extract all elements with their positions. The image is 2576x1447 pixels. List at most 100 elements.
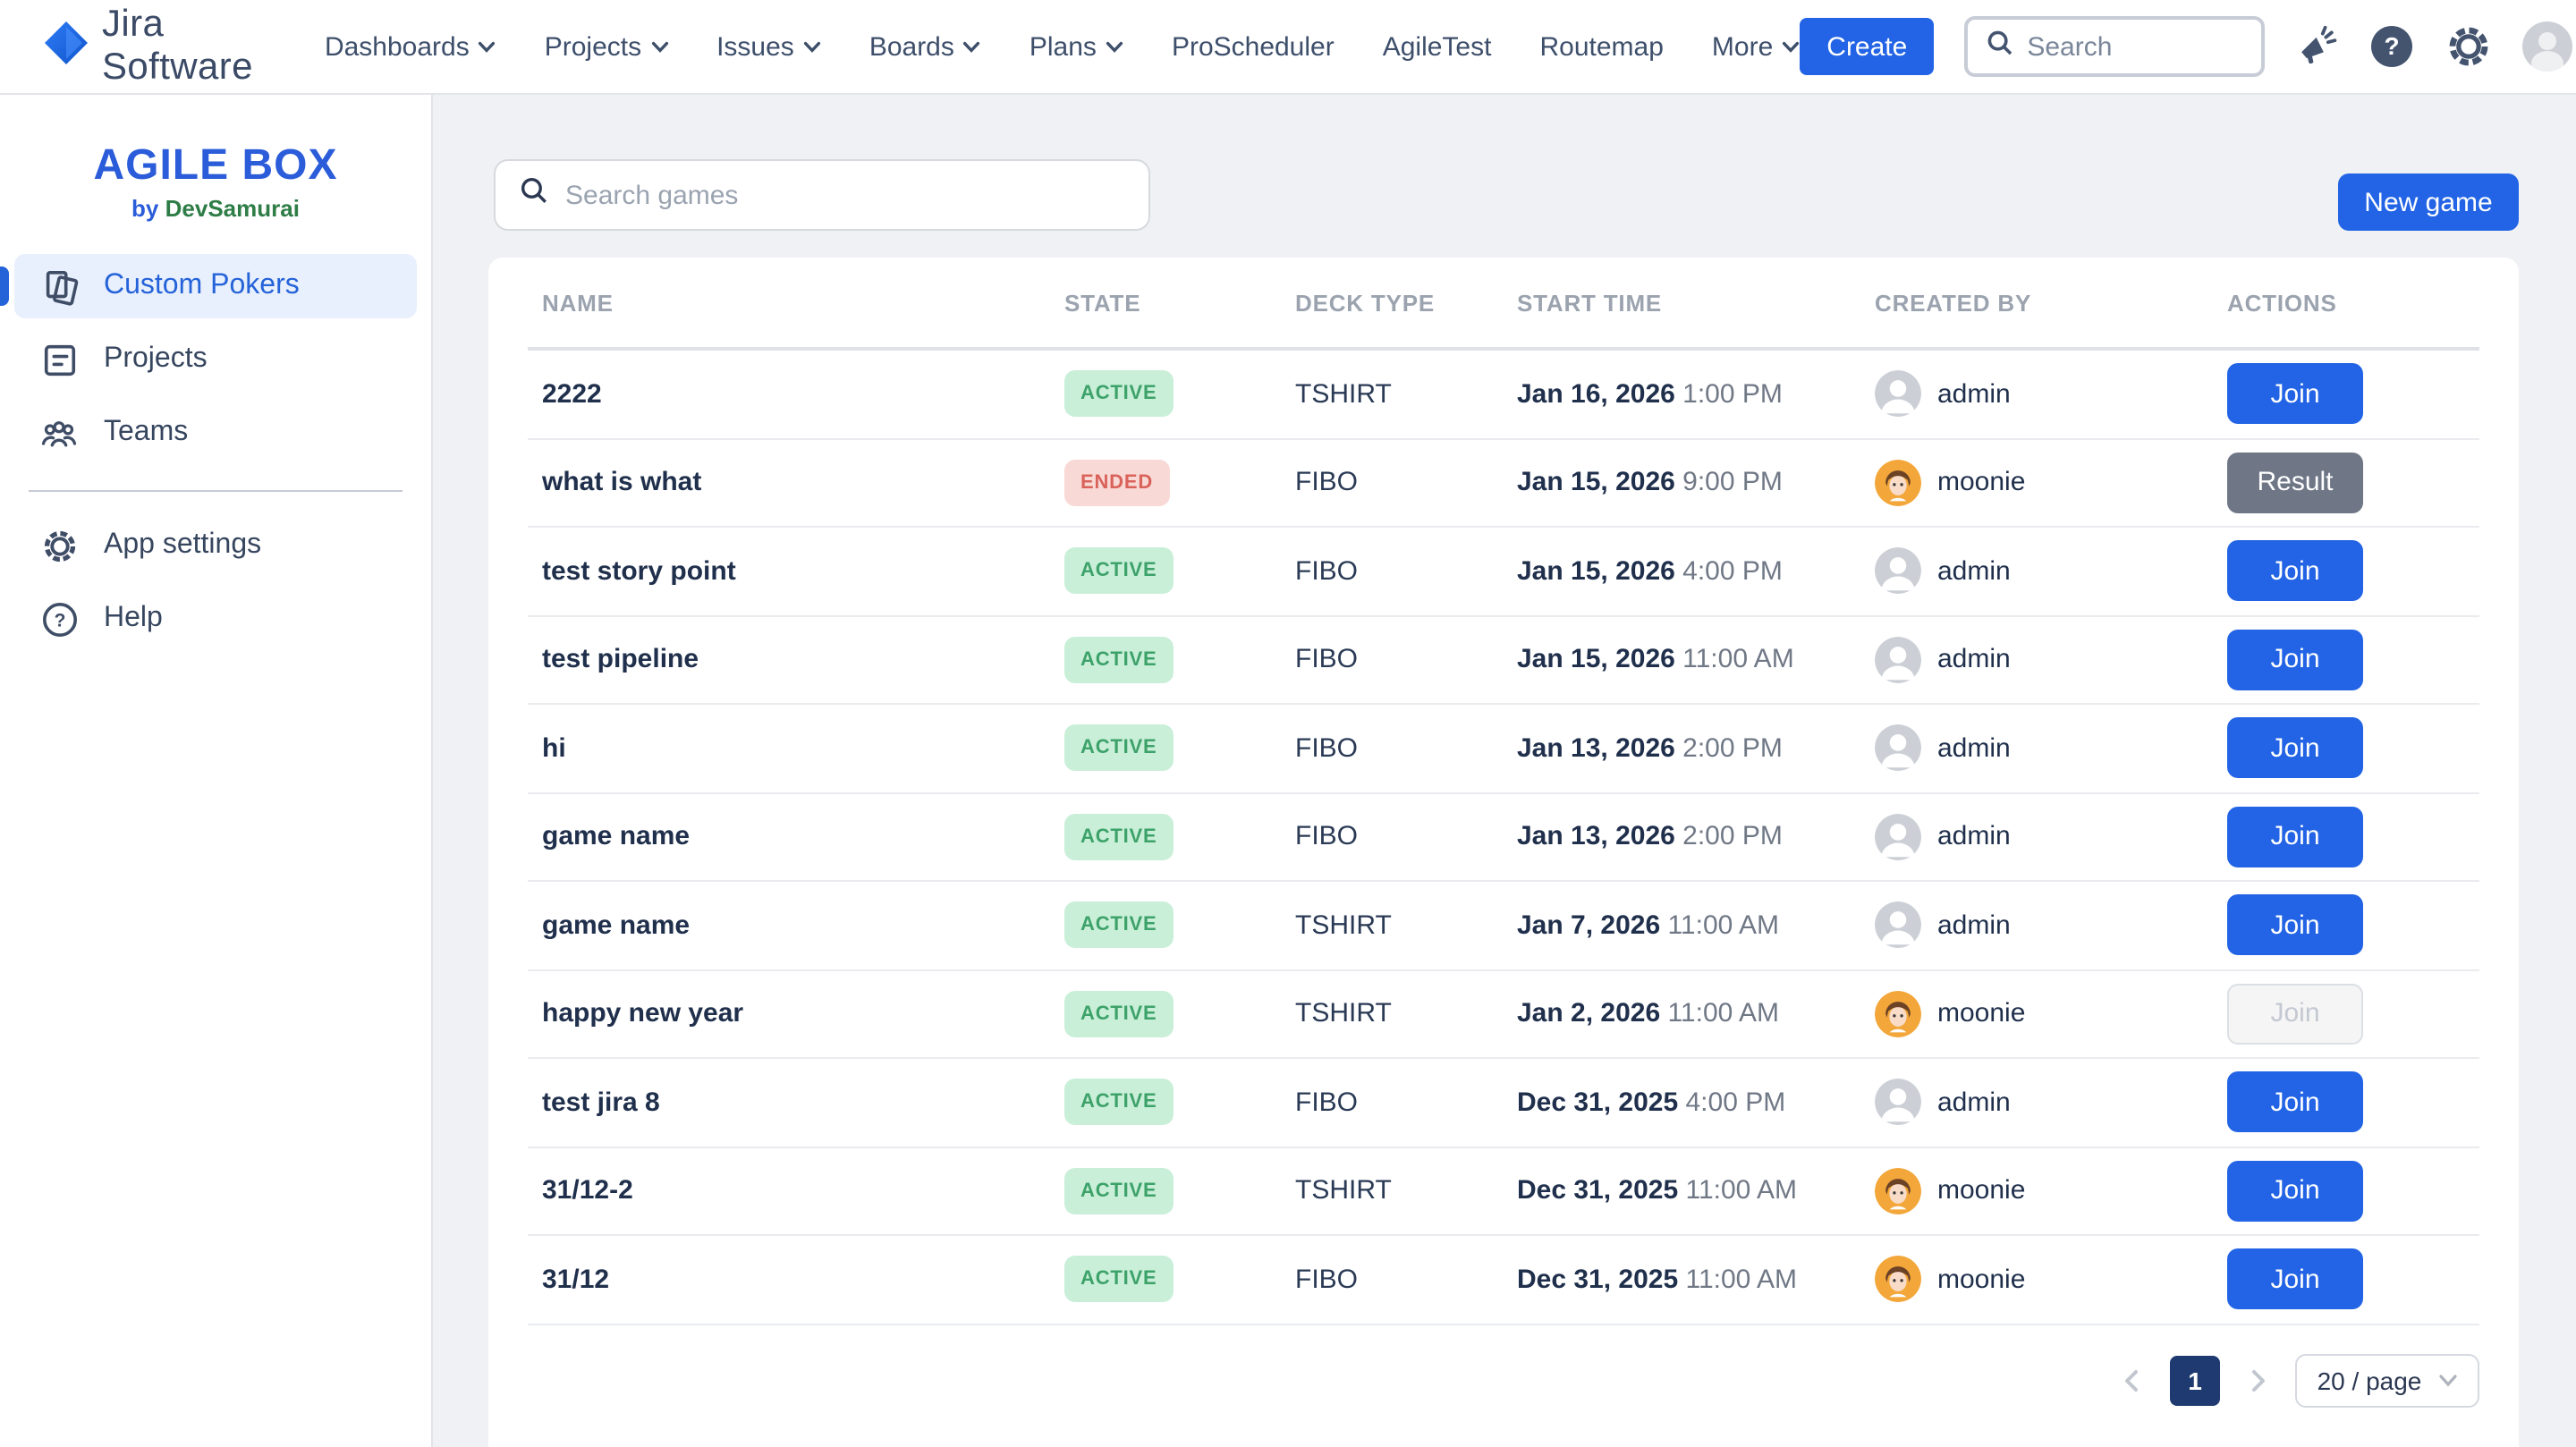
jira-diamond-icon: [43, 19, 89, 74]
state-cell: ACTIVE: [1064, 813, 1295, 860]
created-by: moonie: [1875, 459, 2227, 506]
actions-cell: Join: [2227, 806, 2479, 867]
next-page-icon[interactable]: [2245, 1367, 2270, 1392]
state-cell: ACTIVE: [1064, 990, 1295, 1037]
state-cell: ACTIVE: [1064, 901, 1295, 949]
join-button[interactable]: Join: [2227, 894, 2363, 956]
nav-item-routemap[interactable]: Routemap: [1539, 31, 1664, 62]
creator-avatar: [1875, 1079, 1921, 1126]
creator-avatar: [1875, 990, 1921, 1037]
announcement-icon[interactable]: [2295, 25, 2338, 68]
nav-item-dashboards[interactable]: Dashboards: [325, 31, 496, 62]
nav-item-more[interactable]: More: [1712, 31, 1800, 62]
sidebar-item-projects[interactable]: Projects: [14, 327, 417, 392]
table-body: 2222 ACTIVE TSHIRT Jan 16, 2026 1:00 PM …: [528, 351, 2479, 1324]
games-search-input[interactable]: [565, 180, 1125, 210]
join-button[interactable]: Join: [2227, 363, 2363, 425]
nav-item-boards[interactable]: Boards: [869, 31, 981, 62]
deck-type: TSHIRT: [1295, 998, 1392, 1029]
new-game-button[interactable]: New game: [2338, 173, 2519, 231]
creator-name: admin: [1937, 644, 2011, 675]
game-name: game name: [542, 821, 691, 852]
jira-logo[interactable]: Jira Software: [43, 4, 253, 89]
start-time: Dec 31, 2025 11:00 AM: [1517, 1264, 1798, 1295]
sidebar-item-teams[interactable]: Teams: [14, 401, 417, 465]
topbar-right: Create ?: [1800, 16, 2573, 77]
created-by: moonie: [1875, 1256, 2227, 1303]
help-icon: ?: [39, 599, 79, 639]
status-badge: ACTIVE: [1064, 724, 1174, 772]
deck-type: FIBO: [1295, 555, 1359, 587]
chevron-down-icon: [479, 40, 496, 52]
state-cell: ACTIVE: [1064, 547, 1295, 595]
user-avatar[interactable]: [2522, 21, 2573, 72]
start-time: Jan 16, 2026 1:00 PM: [1517, 378, 1783, 410]
state-cell: ACTIVE: [1064, 1256, 1295, 1303]
table-row: game name ACTIVE FIBO Jan 13, 2026 2:00 …: [528, 793, 2479, 882]
settings-gear-icon[interactable]: [2445, 23, 2492, 70]
join-button[interactable]: Join: [2227, 1071, 2363, 1133]
search-icon: [1986, 28, 2014, 65]
column-header-created-by: CREATED BY: [1875, 289, 2032, 316]
table-row: hi ACTIVE FIBO Jan 13, 2026 2:00 PM admi…: [528, 705, 2479, 793]
chevron-down-icon: [650, 40, 668, 52]
nav-item-proscheduler[interactable]: ProScheduler: [1171, 31, 1335, 62]
state-cell: ACTIVE: [1064, 1079, 1295, 1126]
join-button[interactable]: Join: [2227, 1160, 2363, 1222]
chevron-down-icon: [803, 40, 820, 52]
status-badge: ACTIVE: [1064, 1079, 1174, 1126]
sidebar-divider: [29, 490, 402, 492]
nav-item-issues[interactable]: Issues: [716, 31, 821, 62]
app-subtitle: by DevSamurai: [131, 195, 300, 222]
status-badge: ENDED: [1064, 459, 1170, 506]
global-search[interactable]: [1964, 16, 2266, 77]
nav-item-projects[interactable]: Projects: [545, 31, 668, 62]
sidebar-item-app-settings[interactable]: App settings: [14, 513, 417, 578]
deck-type: FIBO: [1295, 732, 1359, 764]
deck-type: TSHIRT: [1295, 1175, 1392, 1206]
sidebar-item-label: Teams: [104, 417, 189, 447]
state-cell: ACTIVE: [1064, 370, 1295, 418]
start-time: Jan 15, 2026 4:00 PM: [1517, 555, 1783, 587]
column-header-start-time: START TIME: [1517, 289, 1663, 316]
help-icon[interactable]: ?: [2368, 23, 2415, 70]
game-name: hi: [542, 732, 566, 764]
top-navigation-bar: Jira Software Dashboards Projects Issues Bo…: [0, 0, 2576, 95]
games-search-box[interactable]: [494, 159, 1150, 231]
create-button[interactable]: Create: [1800, 18, 1935, 75]
deck-type: FIBO: [1295, 821, 1359, 852]
nav-item-agiletest[interactable]: AgileTest: [1382, 31, 1492, 62]
creator-name: admin: [1937, 1087, 2011, 1118]
deck-type: TSHIRT: [1295, 910, 1392, 941]
status-badge: ACTIVE: [1064, 370, 1174, 418]
teams-icon: [39, 413, 79, 453]
created-by: admin: [1875, 547, 2227, 595]
actions-cell: Join: [2227, 1248, 2479, 1310]
page-size-select[interactable]: 20 / page: [2295, 1353, 2479, 1407]
join-button[interactable]: Join: [2227, 1248, 2363, 1310]
result-button[interactable]: Result: [2227, 452, 2363, 513]
creator-name: moonie: [1937, 1264, 2026, 1295]
sidebar-item-help[interactable]: ? Help: [14, 587, 417, 651]
nav-item-plans[interactable]: Plans: [1030, 31, 1123, 62]
join-button[interactable]: Join: [2227, 540, 2363, 602]
game-name: test pipeline: [542, 644, 699, 675]
global-search-input[interactable]: [2027, 31, 2224, 62]
table-row: happy new year ACTIVE TSHIRT Jan 2, 2026…: [528, 970, 2479, 1059]
created-by: moonie: [1875, 1167, 2227, 1214]
join-button: Join: [2227, 983, 2363, 1045]
prev-page-icon[interactable]: [2120, 1367, 2145, 1392]
start-time: Jan 15, 2026 11:00 AM: [1517, 644, 1794, 675]
join-button[interactable]: Join: [2227, 717, 2363, 779]
table-row: game name ACTIVE TSHIRT Jan 7, 2026 11:0…: [528, 882, 2479, 970]
state-cell: ACTIVE: [1064, 724, 1295, 772]
join-button[interactable]: Join: [2227, 806, 2363, 867]
sidebar-item-custom-pokers[interactable]: Custom Pokers: [0, 254, 417, 318]
status-badge: ACTIVE: [1064, 990, 1174, 1037]
table-row: 31/12-2 ACTIVE TSHIRT Dec 31, 2025 11:00…: [528, 1147, 2479, 1236]
page-number-button[interactable]: 1: [2170, 1355, 2220, 1405]
actions-cell: Join: [2227, 894, 2479, 956]
join-button[interactable]: Join: [2227, 629, 2363, 690]
game-name: what is what: [542, 467, 702, 498]
